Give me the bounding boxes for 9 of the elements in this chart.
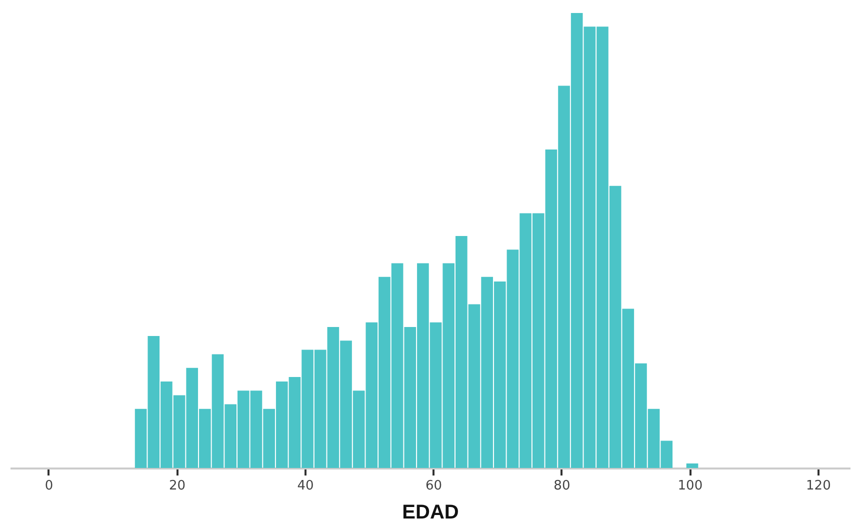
x-tick-label: 80 xyxy=(554,478,570,494)
bar xyxy=(686,463,698,468)
x-tick-label: 0 xyxy=(44,478,54,494)
x-tick-label: 100 xyxy=(678,478,703,494)
x-tick-label: 60 xyxy=(425,478,442,494)
x-tick-label: 20 xyxy=(168,478,186,494)
x-axis-title: EDAD xyxy=(402,502,459,524)
x-tick-label: 40 xyxy=(297,478,314,494)
x-tick-label: 120 xyxy=(806,478,831,494)
